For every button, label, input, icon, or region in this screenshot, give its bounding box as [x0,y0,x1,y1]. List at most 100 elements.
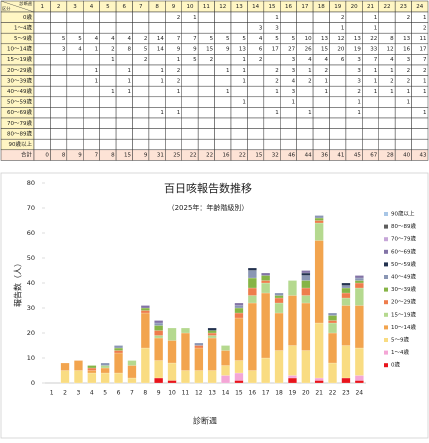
column-header: 19 [334,4,341,10]
bar-segment [154,335,164,339]
table-cell [197,64,215,76]
bar-segment [301,295,311,304]
cell-value: 1 [193,15,197,21]
table-cell [83,128,100,140]
bar-segment [328,320,337,324]
row-label: 5〜9歳 [14,34,32,42]
table-cell [197,85,215,98]
bar-segment [328,322,337,334]
legend-label: 20〜29歳 [391,298,416,306]
cell-value: 22 [190,153,197,159]
table-cell [66,75,84,87]
cell-value: 14 [157,36,164,42]
table-cell [214,128,232,140]
bar-segment [274,295,284,299]
table-cell [181,22,199,34]
cell-value: 7 [374,57,378,63]
bar-segment [247,302,257,371]
legend-swatch [384,249,388,254]
table-cell [148,85,166,98]
cell-value: 36 [321,153,328,159]
cell-value: 6 [259,47,263,53]
legend-label: 70〜79歳 [391,235,416,243]
table-cell [296,85,314,98]
column-header: 14 [252,4,259,10]
table-cell [50,54,68,66]
bar-segment [354,347,364,376]
table-cell [132,22,150,34]
table-cell [115,128,133,140]
cell-value: 31 [157,153,164,159]
table-cell [312,117,330,129]
table-cell [247,75,265,87]
table-cell [230,138,248,151]
table-cell [394,117,412,129]
bar-segment [154,330,164,336]
cell-value: 40 [403,153,410,159]
table-cell [132,96,150,108]
bar-segment [181,327,190,334]
cell-value: 7 [423,57,427,63]
cell-value: 3 [292,57,296,63]
bar-segment [87,365,97,369]
table-cell [148,96,166,108]
bar-segment [301,302,311,351]
bar-segment [154,377,164,384]
bar-segment [221,345,230,351]
bar-segment [354,287,364,306]
cell-value: 8 [128,47,132,53]
x-tick-label: 6 [117,390,121,397]
table-cell [296,96,314,108]
bar-segment [247,277,257,289]
cell-value: 1 [308,110,312,116]
cell-value: 1 [160,68,164,74]
bar-segment [207,335,217,339]
table-cell [345,11,363,23]
table-cell [247,107,265,119]
bar-segment [341,292,351,299]
table-cell [148,11,166,23]
cell-value: 1 [95,78,99,84]
x-tick-label: 16 [248,390,256,397]
cell-value: 3 [292,89,296,95]
cell-value: 2 [144,36,148,42]
table-cell [214,138,232,151]
cell-value: 2 [423,68,427,74]
cell-value: 1 [357,100,361,106]
cell-value: 1 [407,100,411,106]
table-cell [394,22,412,34]
bar-segment [301,275,311,281]
row-label: 1〜4歳 [14,23,32,31]
table-cell [181,75,199,87]
bar-segment [167,340,177,364]
row-label: 20〜29歳 [7,66,32,74]
table-cell [181,107,199,119]
x-tick-label: 13 [208,390,216,397]
table-cell [66,96,84,108]
cell-value: 13 [354,36,361,42]
bar-segment [154,325,164,331]
x-tick-label: 15 [235,390,243,397]
bar-segment [354,282,364,289]
bar-segment [261,292,271,359]
bar-segment [247,295,257,304]
bar-segment [234,372,244,381]
table-cell [411,149,429,161]
table-cell [50,22,68,34]
cell-value: 2 [390,78,394,84]
cell-value: 1 [341,25,345,31]
bar-segment [301,350,311,384]
bar-segment [114,372,123,384]
table-cell [312,22,330,34]
cell-value: 4 [259,36,263,42]
table-cell [132,107,150,119]
column-header: 18 [318,4,325,10]
row-label: 60〜69歳 [7,108,32,116]
bar-segment [234,312,244,319]
table-cell [230,22,248,34]
bar-segment [194,342,204,346]
bar-segment [181,332,190,371]
y-tick-label: 30 [27,304,35,312]
table-cell [99,11,117,23]
bar-segment [140,307,150,311]
